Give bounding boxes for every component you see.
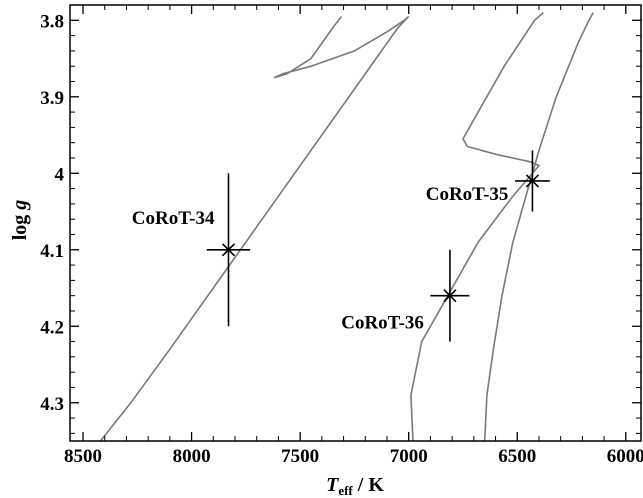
x-tick-label: 7000 bbox=[390, 446, 428, 467]
y-tick-label: 4 bbox=[55, 164, 65, 185]
star-label: CoRoT-34 bbox=[132, 208, 215, 229]
evolutionary-track-2 bbox=[410, 12, 544, 442]
y-tick-label: 4.3 bbox=[40, 394, 64, 415]
star-label: CoRoT-36 bbox=[341, 313, 424, 334]
star-label: CoRoT-35 bbox=[426, 184, 509, 205]
ticks bbox=[70, 4, 641, 441]
x-tick-label: 8000 bbox=[173, 446, 211, 467]
x-axis-label-unit: / K bbox=[353, 474, 385, 496]
x-tick-label: 8500 bbox=[64, 446, 102, 467]
y-tick-label: 4.1 bbox=[40, 241, 64, 262]
x-tick-label: 6500 bbox=[498, 446, 536, 467]
evolutionary-track-1 bbox=[99, 15, 410, 442]
plot-frame bbox=[69, 4, 642, 442]
y-tick-label: 3.8 bbox=[40, 11, 64, 32]
x-tick-label: 7500 bbox=[281, 446, 319, 467]
x-axis-label-sub: eff bbox=[338, 483, 353, 498]
point-marker bbox=[221, 243, 236, 257]
y-axis-label: log g bbox=[9, 200, 31, 241]
y-tick-label: 4.2 bbox=[40, 317, 64, 338]
x-axis-label: Teff / K bbox=[326, 474, 384, 498]
x-tick-label: 6000 bbox=[607, 446, 643, 467]
x-axis-label-main: T bbox=[326, 474, 339, 496]
tracks bbox=[99, 12, 594, 442]
point-marker bbox=[443, 289, 457, 303]
y-axis-label-italic: g bbox=[9, 200, 31, 211]
y-axis-label-main: log bbox=[9, 210, 31, 241]
data-points: CoRoT-34 CoRoT-35 CoRoT-36 bbox=[132, 150, 550, 342]
evolutionary-track-3 bbox=[483, 12, 594, 442]
tick-labels: 8500 8000 7500 7000 6500 6000 3.8 3.9 4 4.1 4.2 4.3 bbox=[40, 11, 643, 467]
point-marker bbox=[525, 174, 540, 188]
y-tick-label: 3.9 bbox=[40, 88, 64, 109]
